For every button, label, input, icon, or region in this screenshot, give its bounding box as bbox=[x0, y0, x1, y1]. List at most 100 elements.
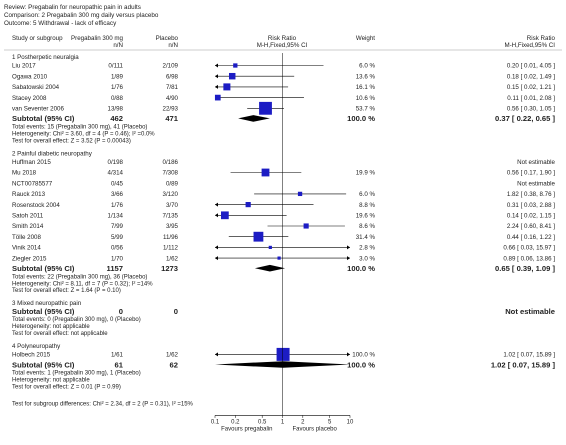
col-rr: Risk Ratio bbox=[268, 35, 297, 42]
subtotal-weight: 100.0 % bbox=[347, 360, 375, 369]
study-exp: 13/98 bbox=[108, 106, 124, 113]
study-square bbox=[303, 223, 309, 229]
study-ctrl: 3/120 bbox=[163, 191, 179, 198]
study-rr: 0.11 [ 0.01, 2.08 ] bbox=[507, 95, 555, 102]
study-rr: 1.82 [ 0.38, 8.76 ] bbox=[507, 191, 555, 198]
outcome-title: Outcome: 5 Withdrawal - lack of efficacy bbox=[4, 20, 117, 27]
study-name: Tölle 2008 bbox=[12, 234, 41, 241]
x-tick-label: 5 bbox=[328, 419, 332, 425]
study-square bbox=[253, 231, 264, 242]
subgroup-title: 2 Painful diabetic neuropathy bbox=[12, 150, 93, 157]
ci-arrow-left bbox=[215, 213, 218, 218]
study-square bbox=[223, 83, 231, 91]
study-weight: 13.6 % bbox=[356, 73, 376, 80]
subtotal-diamond bbox=[254, 264, 286, 272]
subgroup-note: Heterogeneity: Chi² = 3.60, df = 4 (P = … bbox=[12, 132, 155, 138]
study-name: Smith 2014 bbox=[12, 223, 44, 230]
study-square bbox=[268, 245, 272, 249]
subtotal-exp: 61 bbox=[115, 360, 124, 369]
study-name: Vinik 2014 bbox=[12, 245, 41, 252]
subtotal-rr: 1.02 [ 0.07, 15.89 ] bbox=[491, 360, 556, 369]
study-exp: 1/89 bbox=[111, 73, 124, 80]
ci-arrow-left bbox=[215, 63, 218, 68]
subtotal-exp: 1157 bbox=[107, 264, 123, 273]
study-exp: 0/198 bbox=[108, 159, 124, 166]
subtotal-ctrl: 62 bbox=[170, 360, 178, 369]
subgroup-note: Heterogeneity: not applicable bbox=[12, 378, 90, 384]
study-weight: 10.6 % bbox=[356, 95, 376, 102]
study-rr: 0.56 [ 0.17, 1.90 ] bbox=[507, 170, 555, 177]
x-tick-label: 0.2 bbox=[231, 419, 240, 425]
study-weight: 100.0 % bbox=[352, 352, 375, 359]
study-exp: 7/99 bbox=[111, 223, 124, 230]
study-rr: 0.56 [ 0.30, 1.05 ] bbox=[507, 106, 555, 113]
study-weight: 6.0 % bbox=[359, 63, 375, 70]
subtotal-rr: 0.65 [ 0.39, 1.09 ] bbox=[495, 264, 555, 273]
study-weight: 6.0 % bbox=[359, 191, 375, 198]
study-ctrl: 7/135 bbox=[163, 213, 179, 220]
study-exp: 0/45 bbox=[111, 180, 124, 187]
subgroup-note: Total events: 22 (Pregabalin 300 mg), 36… bbox=[12, 274, 147, 280]
study-ctrl: 1/62 bbox=[166, 352, 179, 359]
study-weight: 31.4 % bbox=[356, 234, 376, 241]
study-name: Ziegler 2015 bbox=[12, 255, 47, 262]
study-weight: 3.0 % bbox=[359, 255, 375, 262]
study-ctrl: 1/112 bbox=[163, 245, 179, 252]
study-weight: 16.1 % bbox=[356, 84, 376, 91]
study-weight: 19.9 % bbox=[356, 170, 376, 177]
ci-arrow-left bbox=[215, 202, 218, 207]
favours-left: Favours pregabalin bbox=[221, 426, 272, 432]
study-ctrl: 7/308 bbox=[163, 170, 179, 177]
col-weight: Weight bbox=[356, 35, 375, 42]
subtotal-weight: 100.0 % bbox=[347, 114, 375, 123]
study-name: Holbech 2015 bbox=[12, 352, 51, 359]
subgroup-note: Test for overall effect: not applicable bbox=[12, 331, 108, 337]
study-weight: 8.8 % bbox=[359, 202, 375, 209]
study-name: Sabatowski 2004 bbox=[12, 84, 60, 91]
study-exp: 1/70 bbox=[111, 255, 124, 262]
study-weight: 2.8 % bbox=[359, 245, 375, 252]
col-ctrl: Placebo bbox=[156, 35, 179, 42]
subgroup-title: 4 Polyneuropathy bbox=[12, 343, 61, 350]
study-name: Rosenstock 2004 bbox=[12, 202, 60, 209]
study-ctrl: 3/95 bbox=[166, 223, 179, 230]
ci-arrow-right bbox=[347, 245, 350, 250]
study-ctrl: 11/96 bbox=[163, 234, 179, 241]
study-rr: Not estimable bbox=[517, 180, 555, 187]
subtotal-ctrl: 1273 bbox=[161, 264, 178, 273]
ci-arrow-left bbox=[215, 74, 218, 79]
col-rr-right: Risk Ratio bbox=[527, 35, 556, 42]
x-tick-label: 10 bbox=[347, 419, 354, 425]
ci-arrow-left bbox=[215, 256, 218, 261]
col-rr-method: M-H,Fixed,95% CI bbox=[257, 42, 308, 49]
study-name: van Seventer 2006 bbox=[12, 106, 65, 113]
study-ctrl: 22/93 bbox=[163, 106, 179, 113]
study-ctrl: 0/89 bbox=[166, 180, 179, 187]
study-exp: 4/314 bbox=[108, 170, 124, 177]
subtotal-rr: 0.37 [ 0.22, 0.65 ] bbox=[495, 114, 555, 123]
subtotal-diamond bbox=[238, 115, 270, 122]
study-name: Mu 2018 bbox=[12, 170, 37, 177]
review-title: Review: Pregabalin for neuropathic pain … bbox=[4, 4, 141, 11]
study-weight: 8.6 % bbox=[359, 223, 375, 230]
study-ctrl: 1/62 bbox=[166, 255, 179, 262]
study-ctrl: 0/186 bbox=[163, 159, 179, 166]
study-square bbox=[229, 72, 236, 80]
x-tick-label: 0.5 bbox=[258, 419, 267, 425]
study-weight: 53.7 % bbox=[356, 106, 376, 113]
study-name: Liu 2017 bbox=[12, 63, 36, 70]
study-square bbox=[233, 63, 238, 68]
x-tick-label: 0.1 bbox=[211, 419, 220, 425]
ci-arrow-left bbox=[215, 84, 218, 89]
ci-arrow-right bbox=[347, 256, 350, 261]
col-rr-right-method: M-H,Fixed,95% CI bbox=[504, 42, 555, 49]
study-rr: 0.44 [ 0.16, 1.22 ] bbox=[507, 234, 555, 241]
ci-arrow-left bbox=[215, 245, 218, 250]
study-square bbox=[261, 168, 270, 177]
subtotal-exp: 0 bbox=[119, 307, 123, 316]
subtotal-label: Subtotal (95% CI) bbox=[12, 114, 75, 123]
study-rr: 0.18 [ 0.02, 1.49 ] bbox=[507, 73, 555, 80]
ci-arrow-right bbox=[347, 352, 350, 357]
subtotal-rr: Not estimable bbox=[505, 307, 555, 316]
